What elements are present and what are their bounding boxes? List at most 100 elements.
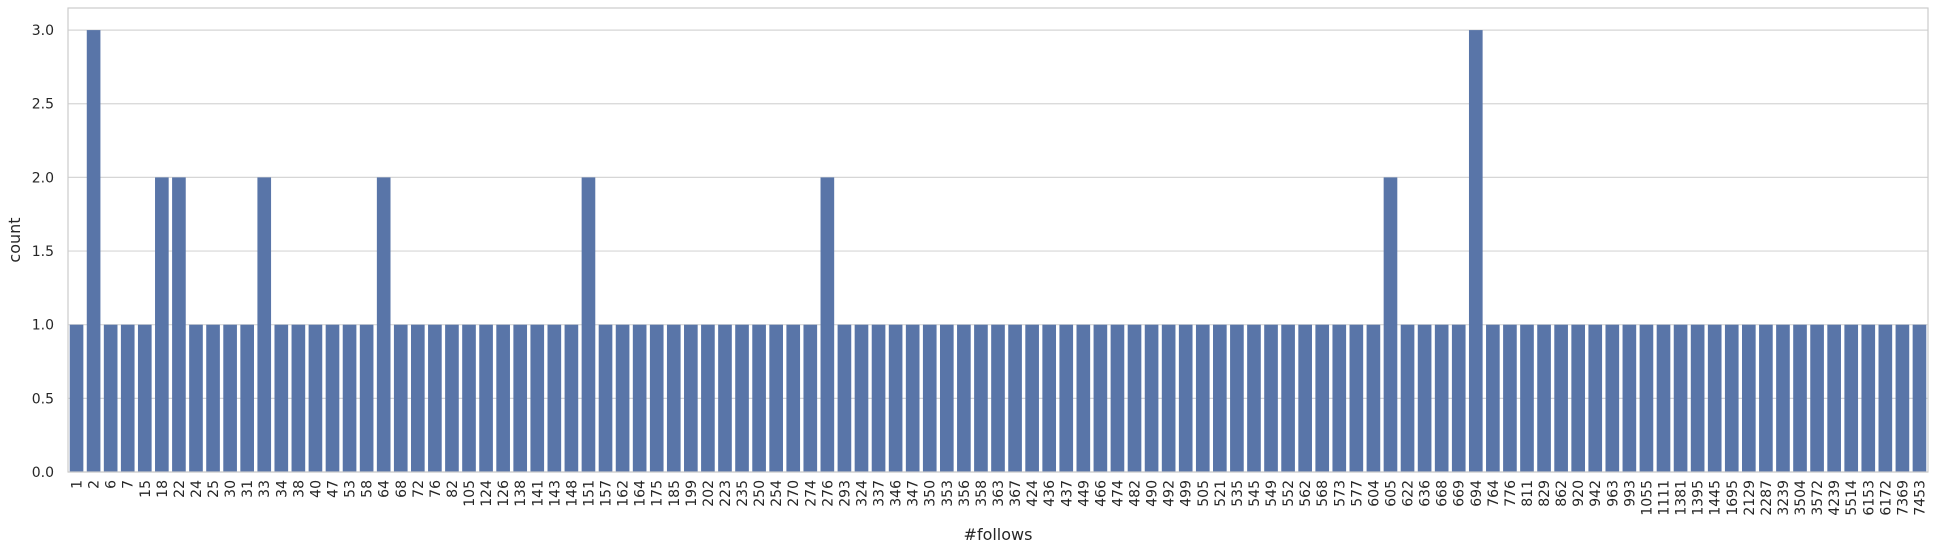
x-tick-label: 18 xyxy=(155,480,171,498)
x-tick-label: 64 xyxy=(377,480,393,498)
bar xyxy=(820,177,835,472)
bar xyxy=(308,324,323,472)
x-tick-label: 942 xyxy=(1588,480,1604,507)
x-tick-label: 33 xyxy=(257,480,273,498)
bar xyxy=(1025,324,1039,472)
x-tick-label: 157 xyxy=(599,480,615,507)
x-tick-label: 38 xyxy=(291,480,307,498)
x-tick-label: 7369 xyxy=(1895,480,1911,516)
bar xyxy=(769,324,783,472)
bar xyxy=(1656,324,1671,472)
x-tick-label: 358 xyxy=(974,480,990,507)
bar xyxy=(905,324,920,472)
x-tick-label: 185 xyxy=(667,480,683,507)
bar xyxy=(206,324,220,472)
x-tick-label: 105 xyxy=(462,480,478,507)
bar xyxy=(1400,324,1415,472)
x-tick-label: 2287 xyxy=(1759,480,1775,516)
bar xyxy=(632,324,647,472)
y-tick-label: 3.0 xyxy=(32,23,54,39)
bar xyxy=(1673,324,1688,472)
x-axis-label: #follows xyxy=(964,525,1033,544)
x-tick-label: 568 xyxy=(1315,480,1331,507)
x-tick-label: 337 xyxy=(872,480,888,507)
bar xyxy=(1759,324,1773,472)
x-tick-label: 1111 xyxy=(1657,480,1673,516)
bar xyxy=(649,324,664,472)
x-tick-label: 505 xyxy=(1196,480,1212,507)
x-tick-label: 1055 xyxy=(1639,480,1655,516)
bar xyxy=(1793,324,1807,472)
x-tick-label: 7453 xyxy=(1912,480,1928,516)
x-tick-label: 605 xyxy=(1383,480,1399,507)
bar xyxy=(1349,324,1364,472)
x-tick-label: 31 xyxy=(240,480,256,498)
bar xyxy=(223,324,237,472)
x-tick-label: 862 xyxy=(1554,480,1570,507)
bar xyxy=(991,324,1005,472)
bar xyxy=(666,324,681,472)
bar xyxy=(257,177,272,472)
bar xyxy=(957,324,971,472)
x-tick-label: 668 xyxy=(1435,480,1451,507)
bar xyxy=(1213,324,1227,472)
x-tick-label: 199 xyxy=(684,480,700,507)
x-tick-label: 58 xyxy=(360,480,376,498)
bar xyxy=(1417,324,1432,472)
y-tick-label: 1.0 xyxy=(32,318,54,334)
x-tick-label: 235 xyxy=(735,480,751,507)
bar xyxy=(1298,324,1312,472)
x-tick-label: 1395 xyxy=(1691,480,1707,516)
bar xyxy=(1878,324,1893,472)
x-tick-label: 963 xyxy=(1605,480,1621,507)
x-tick-label: 356 xyxy=(957,480,973,507)
bar xyxy=(1076,324,1091,472)
x-tick-label: 669 xyxy=(1452,480,1468,507)
bar xyxy=(274,324,289,472)
bar xyxy=(1810,324,1824,472)
bar xyxy=(530,324,545,472)
x-tick-label: 4239 xyxy=(1827,480,1843,516)
bar xyxy=(1127,324,1142,472)
bar xyxy=(922,324,937,472)
bar xyxy=(1622,324,1637,472)
x-tick-label: 276 xyxy=(820,480,836,507)
bar xyxy=(684,324,698,472)
x-tick-label: 6172 xyxy=(1878,480,1894,516)
bar xyxy=(752,324,766,472)
x-tick-label: 68 xyxy=(394,480,410,498)
x-tick-label: 346 xyxy=(889,480,905,507)
bar xyxy=(479,324,493,472)
plot-frame xyxy=(67,7,1929,473)
x-tick-label: 604 xyxy=(1366,480,1382,507)
bar xyxy=(564,324,579,472)
x-tick-label: 270 xyxy=(786,480,802,507)
bar xyxy=(974,324,988,472)
x-tick-label: 141 xyxy=(530,480,546,507)
x-tick-label: 175 xyxy=(650,480,666,507)
x-tick-label: 545 xyxy=(1247,480,1263,507)
x-tick-label: 2129 xyxy=(1742,480,1758,516)
bar xyxy=(445,324,459,472)
x-tick-label: 437 xyxy=(1059,480,1075,507)
x-tick-label: 164 xyxy=(633,480,649,507)
y-tick-label: 2.0 xyxy=(32,170,54,186)
x-tick-label: 499 xyxy=(1179,480,1195,507)
bar xyxy=(1042,324,1057,472)
x-tick-label: 6 xyxy=(104,480,120,489)
x-tick-label: 162 xyxy=(616,480,632,507)
bar xyxy=(1230,324,1244,472)
x-tick-label: 466 xyxy=(1093,480,1109,507)
bar xyxy=(359,324,374,472)
x-tick-label: 47 xyxy=(325,480,341,498)
bar xyxy=(1434,324,1449,472)
x-tick-label: 1 xyxy=(70,480,86,489)
bar xyxy=(1861,324,1876,472)
x-tick-label: 254 xyxy=(769,480,785,507)
x-tick-label: 143 xyxy=(547,480,563,507)
bar xyxy=(155,177,169,472)
x-tick-label: 764 xyxy=(1486,480,1502,507)
bar xyxy=(189,324,203,472)
bar xyxy=(1451,324,1466,472)
bar xyxy=(1059,324,1074,472)
